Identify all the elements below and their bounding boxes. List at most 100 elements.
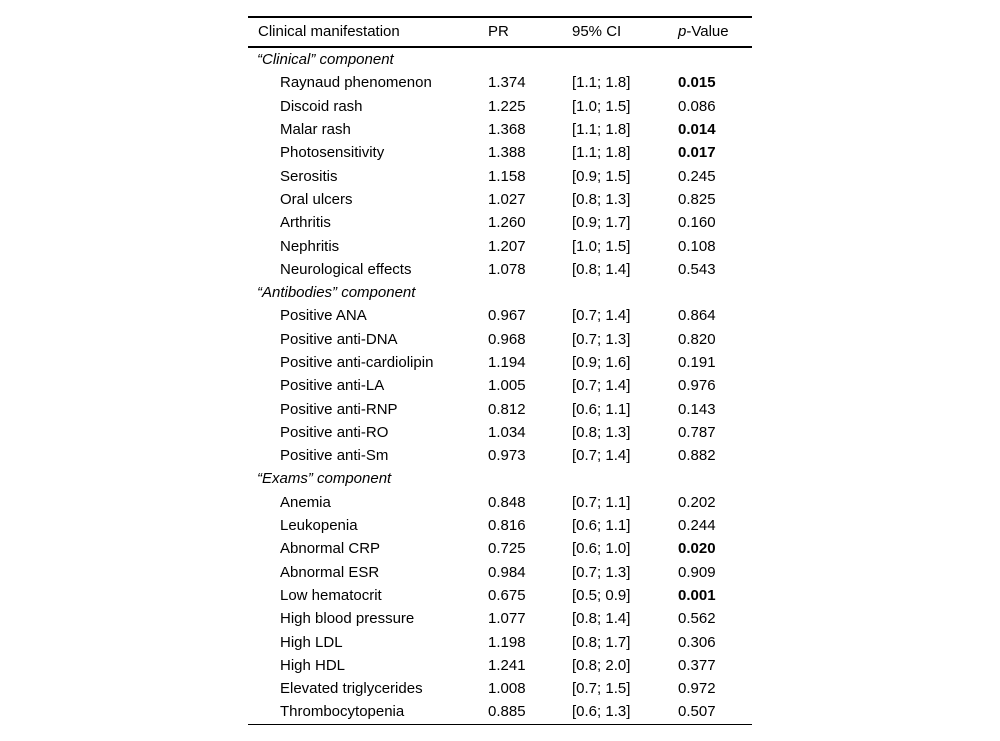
- pr-value: 1.077: [488, 610, 526, 628]
- ci-value: [0.8; 1.3]: [572, 190, 631, 208]
- p-value: 0.825: [678, 190, 716, 208]
- ci-value: [0.7; 1.4]: [572, 447, 631, 465]
- column-header-clinical-manifestation: Clinical manifestation: [258, 23, 400, 40]
- table-row: Leukopenia 0.816 [0.6; 1.1] 0.244: [248, 514, 752, 537]
- table-row: Positive anti-RO 1.034 [0.8; 1.3] 0.787: [248, 421, 752, 444]
- p-value: 0.882: [678, 447, 716, 465]
- table-row: Abnormal CRP 0.725 [0.6; 1.0] 0.020: [248, 537, 752, 560]
- ci-value: [0.6; 1.3]: [572, 703, 631, 721]
- pr-value: 0.885: [488, 703, 526, 721]
- row-label: Positive anti-cardiolipin: [280, 354, 434, 371]
- p-value: 0.820: [678, 330, 716, 348]
- p-value-header-italic-p: p: [678, 23, 687, 40]
- table-row: Malar rash 1.368 [1.1; 1.8] 0.014: [248, 118, 752, 141]
- table-row: Raynaud phenomenon 1.374 [1.1; 1.8] 0.015: [248, 71, 752, 94]
- p-value: 0.015: [678, 74, 716, 92]
- p-value: 0.001: [678, 586, 716, 604]
- section-header-row: “Clinical” component: [248, 48, 752, 71]
- ci-value: [0.7; 1.4]: [572, 377, 631, 395]
- p-value: 0.143: [678, 400, 716, 418]
- column-header-pr: PR: [488, 23, 509, 40]
- pr-value: 1.194: [488, 354, 526, 371]
- ci-value: [0.8; 1.4]: [572, 260, 631, 278]
- section-header-row: “Antibodies” component: [248, 281, 752, 304]
- section-label: “Clinical” component: [257, 51, 394, 69]
- pr-value: 1.241: [488, 656, 526, 674]
- header-separator-rule: [248, 45, 752, 48]
- row-label: High blood pressure: [280, 610, 415, 628]
- table-row: Positive anti-DNA 0.968 [0.7; 1.3] 0.820: [248, 328, 752, 351]
- row-label: Positive ANA: [280, 307, 367, 325]
- table-row: Nephritis 1.207 [1.0; 1.5] 0.108: [248, 234, 752, 257]
- pr-value: 0.848: [488, 493, 526, 511]
- row-label: Serositis: [280, 167, 338, 185]
- row-label: Oral ulcers: [280, 190, 353, 208]
- ci-value: [0.6; 1.1]: [572, 517, 631, 535]
- pr-value: 0.968: [488, 330, 526, 348]
- pr-value: 1.027: [488, 190, 526, 208]
- table-row: Serositis 1.158 [0.9; 1.5] 0.245: [248, 164, 752, 187]
- row-label: Elevated triglycerides: [280, 680, 423, 698]
- p-value: 0.244: [678, 517, 716, 535]
- row-label: Neurological effects: [280, 260, 412, 278]
- row-label: Positive anti-RO: [280, 423, 389, 441]
- ci-value: [0.8; 1.4]: [572, 610, 631, 628]
- row-label: Positive anti-RNP: [280, 400, 398, 418]
- row-label: Abnormal ESR: [280, 563, 380, 581]
- row-label: Abnormal CRP: [280, 540, 381, 558]
- table-row: Positive ANA 0.967 [0.7; 1.4] 0.864: [248, 304, 752, 327]
- section-label: “Antibodies” component: [257, 284, 416, 302]
- pr-value: 0.973: [488, 447, 526, 465]
- p-value: 0.108: [678, 237, 716, 255]
- statistics-table: Clinical manifestation PR 95% CI p-Value…: [248, 16, 752, 726]
- p-value: 0.202: [678, 493, 716, 511]
- p-value: 0.909: [678, 563, 716, 581]
- row-label: Raynaud phenomenon: [280, 74, 432, 92]
- pr-value: 0.984: [488, 563, 526, 581]
- ci-value: [0.9; 1.5]: [572, 167, 631, 185]
- p-value: 0.086: [678, 97, 716, 115]
- ci-value: [1.0; 1.5]: [572, 237, 631, 255]
- ci-value: [1.1; 1.8]: [572, 121, 631, 139]
- p-value: 0.191: [678, 354, 716, 371]
- row-label: Positive anti-LA: [280, 377, 385, 395]
- ci-value: [0.7; 1.5]: [572, 680, 631, 698]
- row-label: Thrombocytopenia: [280, 703, 405, 721]
- table-bottom-rule: [248, 723, 752, 726]
- table-row: Low hematocrit 0.675 [0.5; 0.9] 0.001: [248, 584, 752, 607]
- ci-value: [0.6; 1.0]: [572, 540, 631, 558]
- pr-value: 1.158: [488, 167, 526, 185]
- pr-value: 1.034: [488, 423, 526, 441]
- table-row: Arthritis 1.260 [0.9; 1.7] 0.160: [248, 211, 752, 234]
- row-label: Leukopenia: [280, 517, 358, 535]
- column-header-95ci: 95% CI: [572, 23, 622, 40]
- table-row: Thrombocytopenia 0.885 [0.6; 1.3] 0.507: [248, 700, 752, 723]
- p-value: 0.864: [678, 307, 716, 325]
- p-value: 0.014: [678, 121, 716, 139]
- p-value: 0.972: [678, 680, 716, 698]
- pr-value: 1.198: [488, 633, 526, 651]
- column-header-p-value: p-Value: [678, 24, 752, 39]
- p-value: 0.507: [678, 703, 716, 721]
- pr-value: 1.008: [488, 680, 526, 698]
- pr-value: 1.260: [488, 214, 526, 232]
- ci-value: [0.7; 1.1]: [572, 493, 631, 511]
- pr-value: 0.816: [488, 517, 526, 535]
- ci-value: [0.7; 1.3]: [572, 330, 631, 348]
- ci-value: [0.6; 1.1]: [572, 400, 631, 418]
- ci-value: [0.7; 1.3]: [572, 563, 631, 581]
- section-label: “Exams” component: [257, 470, 392, 488]
- row-label: Anemia: [280, 493, 331, 511]
- p-value: 0.976: [678, 377, 716, 395]
- pr-value: 0.725: [488, 540, 526, 558]
- pr-value: 0.967: [488, 307, 526, 325]
- pr-value: 1.078: [488, 260, 526, 278]
- pr-value: 1.207: [488, 237, 526, 255]
- row-label: Photosensitivity: [280, 144, 385, 162]
- table-row: Elevated triglycerides 1.008 [0.7; 1.5] 0.9…: [248, 677, 752, 700]
- table-row: Anemia 0.848 [0.7; 1.1] 0.202: [248, 491, 752, 514]
- table-row: High LDL 1.198 [0.8; 1.7] 0.306: [248, 630, 752, 653]
- row-label: Positive anti-Sm: [280, 447, 389, 465]
- table-top-rule: [248, 16, 752, 18]
- ci-value: [0.5; 0.9]: [572, 586, 631, 604]
